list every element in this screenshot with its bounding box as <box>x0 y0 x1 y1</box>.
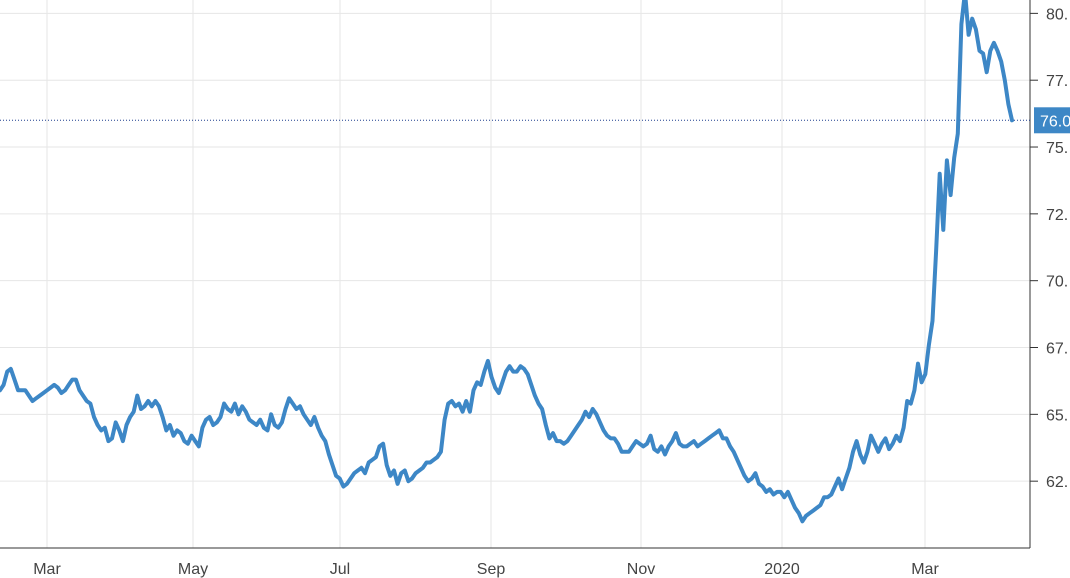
y-tick-label: 67. <box>1046 341 1068 358</box>
x-tick-label: 2020 <box>764 561 800 578</box>
x-tick-label: Mar <box>33 561 61 578</box>
current-value-badge: 76.0 <box>1034 107 1070 134</box>
x-axis-ticks: Mar May Jul Sep Nov 2020 Mar <box>33 561 939 578</box>
y-tick-label: 65. <box>1046 407 1068 424</box>
y-axis-ticks: 62. 65. 67. 70. 72. 75. 77. 80. <box>1030 6 1068 491</box>
axes <box>0 0 1031 549</box>
y-tick-label: 72. <box>1046 207 1068 224</box>
y-tick-label: 62. <box>1046 474 1068 491</box>
y-tick-label: 77. <box>1046 73 1068 90</box>
y-grid-lines <box>0 12 1030 482</box>
current-value-badge-bg <box>1034 107 1070 134</box>
x-tick-label: Jul <box>330 561 350 578</box>
x-tick-label: Mar <box>911 561 939 578</box>
x-tick-label: May <box>178 561 208 578</box>
x-tick-label: Nov <box>627 561 655 578</box>
series-line <box>0 0 1014 524</box>
x-tick-label: Sep <box>477 561 506 578</box>
x-grid-lines <box>46 0 926 548</box>
y-tick-label: 80. <box>1046 6 1068 23</box>
y-tick-label: 70. <box>1046 274 1068 291</box>
y-tick-label: 75. <box>1046 140 1068 157</box>
current-value-label: 76.0 <box>1040 113 1070 130</box>
